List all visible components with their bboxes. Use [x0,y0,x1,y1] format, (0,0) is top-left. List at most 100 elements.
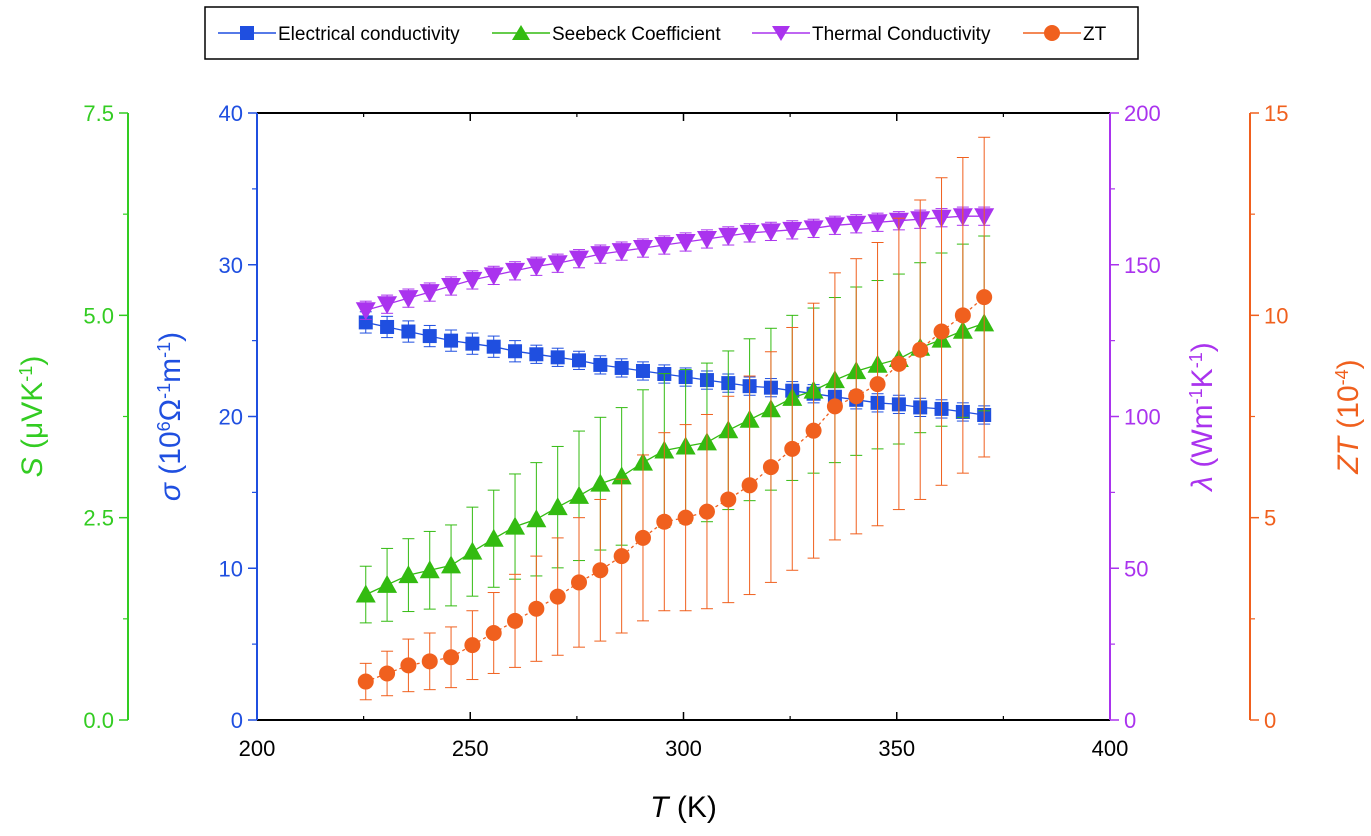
legend-item-zt: ZT [1023,24,1107,45]
y-axis-label-part: (10 [154,431,187,483]
legend-item-electrical-conductivity: Electrical conductivity [218,24,460,45]
data-point [848,388,865,405]
y-tick-label-sigma: 10 [219,556,243,581]
y-tick-label-ZT: 10 [1264,303,1288,328]
data-point [529,347,544,362]
y-axis-label-part: K [1186,368,1219,388]
data-point [485,624,502,641]
y-tick-label-S: 7.5 [83,101,114,126]
data-point [443,649,460,666]
series-line [365,321,985,416]
data-point [377,296,398,315]
data-point [419,284,440,303]
data-point [824,217,845,236]
y-tick-label-sigma: 40 [219,101,243,126]
legend-label-zt: ZT [1083,24,1107,45]
data-point [355,584,376,603]
series-electrical-conductivity [358,311,992,425]
y-tick-label-lambda: 100 [1124,405,1161,430]
data-point [462,541,483,560]
y-tick-label-S: 5.0 [83,303,114,328]
y-axis-label-part: ) [1332,359,1365,369]
x-tick-label: 200 [239,736,276,761]
y-axis-label-part: σ [154,481,187,501]
series-line [365,296,985,683]
data-point [614,360,629,375]
data-point [422,329,437,344]
legend: Electrical conductivity Seebeck Coeffici… [204,6,1139,60]
data-point [379,665,396,682]
data-point [444,333,459,348]
y-axis-label-part: (Wm [1186,404,1219,476]
x-axis-label-symbol: T [650,791,671,824]
data-point [441,277,462,296]
data-point [718,227,739,246]
y-axis-label-part: m [154,358,187,383]
y-tick-label-S: 0.0 [83,708,114,733]
data-point [355,302,376,321]
data-point [890,355,907,372]
y-axis-label-part: -1 [154,383,174,399]
y-axis-label-part: Ω [154,399,187,421]
data-point [590,246,611,265]
data-point [590,473,611,492]
data-point [632,240,653,259]
data-point [698,503,715,520]
data-point [762,459,779,476]
data-point [547,497,568,516]
y-tick-label-sigma: 30 [219,253,243,278]
data-point [441,555,462,574]
y-tick-label-lambda: 200 [1124,101,1161,126]
data-point [569,485,590,504]
data-point [486,339,501,354]
data-point [421,653,438,670]
data-point [526,258,547,277]
y-axis-label-part: S [16,457,49,477]
data-point [483,528,504,547]
data-point [380,319,395,334]
data-point [782,221,803,240]
x-tick-label: 250 [452,736,489,761]
legend-label-electrical-conductivity: Electrical conductivity [278,24,460,45]
y-tick-label-lambda: 50 [1124,556,1148,581]
y-axis-label-part: -4 [1332,369,1352,385]
data-point [760,223,781,242]
y-axis-label-part: λ [1186,476,1219,493]
data-point [419,560,440,579]
y-axis-S: 0.0 2.5 5.0 7.5 S (μVK-1) [16,101,129,733]
data-point [507,612,524,629]
data-point [696,230,717,249]
y-tick-label-ZT: 5 [1264,506,1276,531]
data-point [398,565,419,584]
data-point [547,255,568,274]
series-thermal-conductivity [355,206,995,321]
y-axis-label-part: (μVK [16,382,49,458]
data-point [867,214,888,233]
data-point [572,353,587,368]
x-tick-label: 350 [878,736,915,761]
y-axis-label-part: ) [154,332,187,342]
y-axis-label-S: S (μVK-1) [16,356,49,478]
y-axis-label-lambda: λ (Wm-1K-1) [1186,342,1219,492]
y-tick-label-sigma: 0 [231,708,243,733]
plot-area [355,136,995,701]
y-tick-label-lambda: 0 [1124,708,1136,733]
x-axis-label-unit: (K) [669,791,717,824]
series-line [365,215,985,311]
data-point [571,574,588,591]
data-point [611,243,632,262]
data-point [462,271,483,290]
y-axis-label-part: -1 [1186,388,1206,404]
data-point [675,233,696,252]
y-tick-label-ZT: 15 [1264,101,1288,126]
data-point [846,215,867,234]
y-axis-label-ZT: ZT (10-4) [1332,359,1365,474]
y-axis-label-part: -1 [1186,352,1206,368]
data-point [613,548,630,565]
y-axis-label-part: 6 [154,421,174,431]
data-point [741,477,758,494]
legend-label-thermal-conductivity: Thermal Conductivity [812,24,991,45]
